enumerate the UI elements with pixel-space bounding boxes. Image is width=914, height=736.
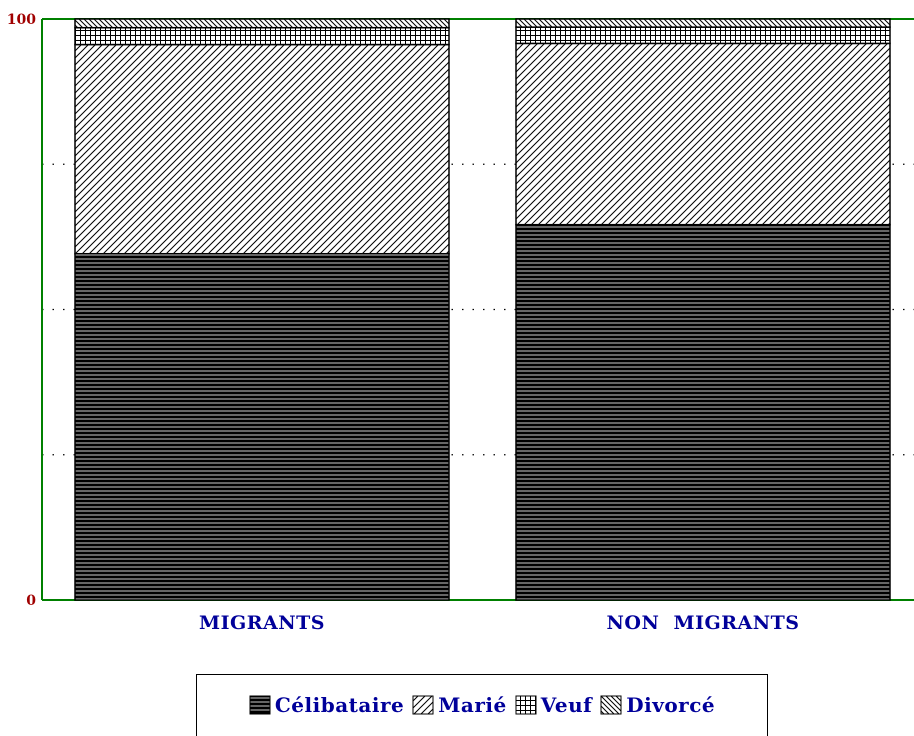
legend-item-divorce: Divorcé [600, 693, 715, 717]
legend-item-celibataire: Célibataire [249, 693, 404, 717]
stacked-bar-chart: 0 100 MIGRANTS NON MIGRANTS [7, 12, 914, 634]
bar-segment-2-2 [515, 42, 891, 226]
bar-segment-2-4 [515, 18, 891, 28]
legend-swatch-celibataire [249, 695, 271, 715]
bar-segment-2-3 [515, 26, 891, 45]
legend-item-veuf: Veuf [515, 693, 593, 717]
y-tick-label-0: 0 [26, 593, 36, 609]
legend-swatch-veuf [515, 695, 537, 715]
legend-label-celibataire: Célibataire [274, 693, 405, 717]
legend-swatch-marie [412, 695, 434, 715]
bar-segment-1-3 [74, 26, 450, 46]
bar-segment-1-2 [74, 43, 450, 255]
legend-label-marie: Marié [438, 693, 507, 717]
bar-segment-1-1 [74, 252, 450, 601]
x-category-label-2: NON MIGRANTS [607, 612, 800, 634]
y-tick-label-100: 100 [7, 12, 36, 28]
x-category-label-1: MIGRANTS [199, 612, 325, 634]
bar-segment-2-1 [515, 223, 891, 601]
x-category-labels: MIGRANTS NON MIGRANTS [199, 612, 799, 634]
legend-label-divorce: Divorcé [626, 693, 716, 717]
bar-segment-1-4 [74, 18, 450, 29]
bars [74, 18, 891, 601]
y-tick-labels: 0 100 [7, 12, 36, 609]
legend: Célibataire Marié Veuf Divorcé [196, 674, 768, 736]
legend-item-marie: Marié [412, 693, 506, 717]
legend-swatch-divorce [600, 695, 622, 715]
legend-label-veuf: Veuf [540, 693, 593, 717]
